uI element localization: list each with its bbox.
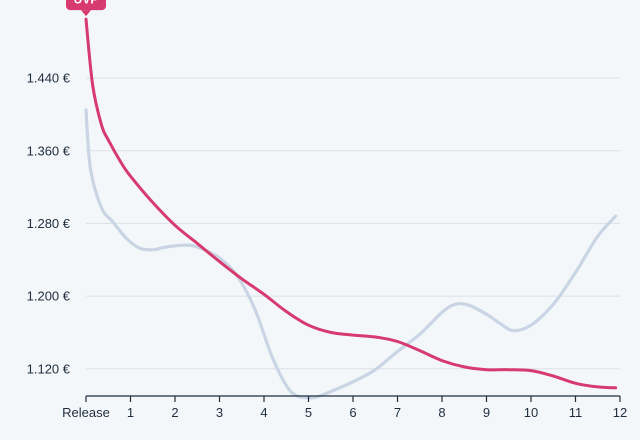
gridlines [86, 77, 620, 370]
series-layer [84, 17, 618, 400]
x-tick-label: 10 [524, 405, 538, 420]
x-tick-label: 2 [171, 405, 178, 420]
x-axis: Release 1 2 3 4 5 6 7 8 9 10 11 12 [62, 395, 627, 420]
y-tick-label: 1.200 € [27, 289, 71, 304]
series-line-1 [84, 17, 618, 390]
x-tick-label: 5 [305, 405, 312, 420]
y-axis-labels: 1.120 € 1.200 € 1.280 € 1.360 € 1.440 € [27, 71, 71, 377]
annotation-badge [66, 0, 106, 11]
y-tick-label: 1.120 € [27, 361, 71, 376]
x-tick-label: 1 [127, 405, 134, 420]
x-tick-label: 7 [394, 405, 401, 420]
y-tick-label: 1.440 € [27, 71, 71, 86]
series-line-2 [84, 108, 618, 400]
annotation-label: UVP [74, 0, 99, 7]
annotation-layer: UVP [66, 0, 106, 17]
x-tick-label: 11 [569, 405, 583, 420]
x-tick-label: 9 [483, 405, 490, 420]
annotation-pointer [81, 10, 91, 17]
x-tick-label: 12 [613, 405, 627, 420]
y-tick-label: 1.360 € [27, 143, 71, 158]
x-tick-label: 6 [349, 405, 356, 420]
x-tick-label: 3 [216, 405, 223, 420]
x-tick-label: Release [62, 405, 110, 420]
x-tick-label: 4 [260, 405, 267, 420]
x-tick-label: 8 [438, 405, 445, 420]
y-tick-label: 1.280 € [27, 216, 71, 231]
